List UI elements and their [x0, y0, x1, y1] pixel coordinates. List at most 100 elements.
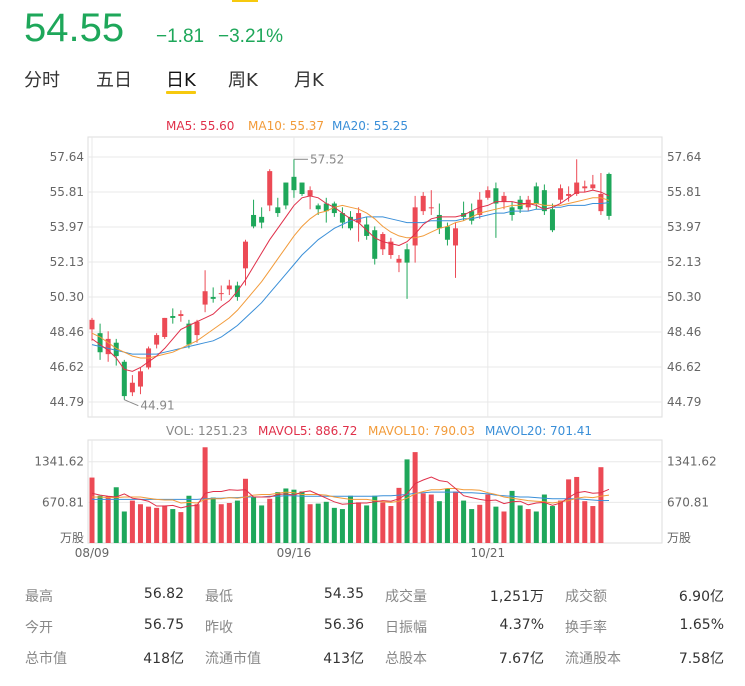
- candle-body: [194, 321, 200, 336]
- volume-bar: [364, 505, 370, 543]
- volume-bar: [485, 494, 491, 543]
- volume-bar: [396, 487, 402, 543]
- volume-bar: [533, 511, 539, 543]
- volume-bar: [477, 504, 483, 543]
- price-tick-label-left: 53.97: [50, 220, 84, 234]
- volume-bar: [97, 495, 103, 543]
- price-tick-label-right: 46.62: [667, 360, 701, 374]
- candle-body: [202, 291, 208, 305]
- candle-body: [226, 285, 232, 290]
- volume-bar: [380, 502, 386, 543]
- stat-value: 54.35: [323, 586, 364, 602]
- min-price-annotation: 44.91: [140, 399, 174, 413]
- stats-row: 最高 56.82 最低 54.35 成交量 1,251万 成交额 6.90亿: [0, 586, 745, 608]
- volume-bar: [501, 511, 507, 543]
- stat-label: 流通股本: [565, 651, 621, 667]
- candle-body: [170, 316, 176, 318]
- volume-bar: [404, 459, 410, 543]
- candle-body: [582, 186, 588, 189]
- kline-chart[interactable]: 57.64 57.64 55.81 55.81 53.97 53.97 52.13 52.13…: [0, 0, 745, 580]
- volume-bar: [283, 488, 289, 543]
- volume-bar: [323, 501, 329, 543]
- stat-value: 4.37%: [499, 617, 544, 633]
- volume-bar: [339, 509, 345, 543]
- candle-body: [549, 209, 555, 231]
- stat-value: 56.82: [143, 586, 184, 602]
- price-panel-frame: [87, 136, 663, 418]
- price-tick-label-right: 55.81: [667, 185, 701, 199]
- volume-bar: [146, 506, 152, 543]
- candle-body: [113, 342, 119, 357]
- stat-label: 最低: [205, 589, 233, 605]
- candle-body: [259, 216, 265, 223]
- volume-bar: [210, 497, 216, 543]
- tab-daily-k[interactable]: 日K: [166, 66, 196, 94]
- volume-bar: [549, 506, 555, 543]
- active-tab-underline: [166, 91, 196, 94]
- candle-body: [541, 190, 547, 212]
- volume-bar: [574, 476, 580, 543]
- candle-body: [404, 249, 410, 263]
- volume-bar: [412, 452, 418, 543]
- volume-unit-label-left: 万股: [60, 531, 84, 545]
- legend-mavol20: MAVOL20: 701.41: [485, 424, 593, 438]
- volume-bar: [372, 495, 378, 543]
- stat-value: 1.65%: [679, 617, 724, 633]
- candle-body: [89, 319, 95, 330]
- stat-value: 6.90亿: [678, 589, 724, 605]
- tab-intraday[interactable]: 分时: [24, 70, 60, 91]
- max-price-annotation: 57.52: [310, 152, 344, 166]
- ma10-line: [91, 197, 610, 359]
- tab-daily-k-label: 日K: [166, 70, 196, 91]
- candle-body: [420, 195, 426, 212]
- candle-body: [283, 182, 289, 206]
- volume-bar: [331, 507, 337, 543]
- volume-bar: [420, 493, 426, 543]
- tab-five-day[interactable]: 五日: [96, 70, 132, 91]
- mavol20-line: [92, 491, 610, 502]
- candle-body: [412, 207, 418, 246]
- tab-weekly-k[interactable]: 周K: [228, 70, 258, 91]
- price-tick-label-left: 55.81: [50, 185, 84, 199]
- candle-body: [251, 214, 257, 227]
- mavol10-line: [92, 488, 610, 504]
- stat-value: 413亿: [323, 651, 364, 667]
- volume-unit-label-right: 万股: [667, 531, 691, 545]
- candle-body: [606, 173, 612, 216]
- volume-tick-label-left: 670.81: [42, 495, 84, 509]
- candle-body: [210, 296, 216, 299]
- price-tick-label-left: 52.13: [50, 255, 84, 269]
- price-tick-label-left: 57.64: [50, 150, 84, 164]
- volume-bar: [436, 501, 442, 543]
- candle-body: [501, 195, 507, 202]
- tab-monthly-k[interactable]: 月K: [294, 70, 324, 91]
- candle-body: [493, 188, 499, 204]
- price-tick-label-right: 48.46: [667, 325, 701, 339]
- candle-body: [178, 314, 184, 317]
- current-price: 54.55: [24, 6, 125, 50]
- volume-bar: [315, 503, 321, 543]
- legend-ma5: MA5: 55.60: [166, 119, 235, 133]
- candle-body: [356, 213, 362, 223]
- candle-body: [307, 190, 313, 196]
- candle-body: [97, 333, 103, 353]
- candle-body: [347, 216, 354, 229]
- price-tick-label-right: 53.97: [667, 220, 701, 234]
- candle-body: [323, 203, 329, 212]
- candle-body: [372, 230, 378, 259]
- volume-bar: [178, 512, 184, 543]
- stat-label: 成交量: [385, 589, 427, 605]
- volume-bar: [347, 495, 354, 543]
- x-axis-label: 10/21: [471, 546, 506, 560]
- ma20-line: [91, 202, 610, 355]
- candle-body: [388, 241, 394, 255]
- volume-bar: [218, 504, 224, 543]
- legend-mavol5: MAVOL5: 886.72: [258, 424, 358, 438]
- candle-body: [485, 190, 491, 198]
- volume-bar: [202, 447, 208, 543]
- volume-bar: [89, 477, 95, 543]
- candle-body: [436, 214, 442, 229]
- stat-label: 总股本: [385, 651, 427, 667]
- volume-bar: [137, 504, 143, 543]
- mavol5-line: [91, 476, 610, 509]
